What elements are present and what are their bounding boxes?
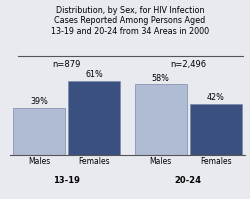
Bar: [135, 84, 187, 155]
Bar: [190, 104, 242, 155]
Text: 20-24: 20-24: [175, 176, 202, 185]
Text: Distribution, by Sex, for HIV Infection
Cases Reported Among Persons Aged
13-19 : Distribution, by Sex, for HIV Infection …: [51, 6, 209, 36]
Text: 39%: 39%: [30, 97, 48, 106]
Text: 42%: 42%: [207, 93, 225, 102]
Bar: [68, 81, 120, 155]
Bar: [13, 108, 65, 155]
Text: 61%: 61%: [86, 70, 103, 79]
Text: 58%: 58%: [152, 74, 170, 83]
Text: 13-19: 13-19: [53, 176, 80, 185]
Text: n=879: n=879: [52, 60, 81, 69]
Text: n=2,496: n=2,496: [170, 60, 206, 69]
